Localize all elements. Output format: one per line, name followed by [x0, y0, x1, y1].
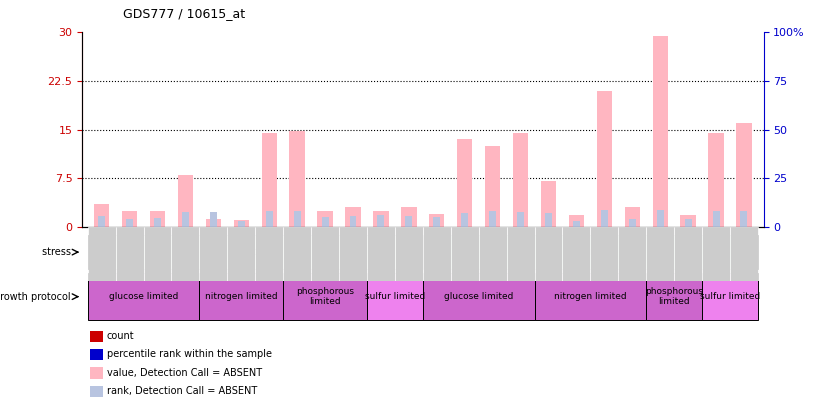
Bar — [736, 123, 752, 227]
Bar — [178, 175, 193, 227]
Bar — [646, 273, 702, 320]
Bar — [99, 216, 105, 227]
Bar — [149, 211, 165, 227]
Bar — [573, 221, 580, 227]
Bar — [255, 227, 283, 281]
Bar — [311, 227, 339, 281]
Bar — [702, 273, 758, 320]
Bar — [154, 218, 161, 227]
Text: nitrogen limited: nitrogen limited — [205, 292, 277, 301]
Text: percentile rank within the sample: percentile rank within the sample — [107, 350, 272, 359]
Text: nitrogen limited: nitrogen limited — [554, 292, 626, 301]
Text: sulfur limited: sulfur limited — [699, 292, 760, 301]
Bar — [423, 273, 534, 320]
Bar — [433, 217, 440, 227]
Bar — [200, 227, 227, 281]
Bar — [88, 227, 116, 281]
Bar — [122, 211, 137, 227]
Bar — [507, 227, 534, 281]
Bar — [423, 235, 758, 269]
Bar — [485, 146, 500, 227]
Text: glucose limited: glucose limited — [444, 292, 513, 301]
Bar — [534, 273, 646, 320]
Bar — [601, 210, 608, 227]
Bar — [367, 227, 395, 281]
Bar — [322, 217, 328, 227]
Bar — [238, 221, 245, 227]
Text: stress: stress — [42, 247, 74, 257]
Text: phosphorous
limited: phosphorous limited — [296, 287, 354, 306]
Text: sulfur limited: sulfur limited — [365, 292, 425, 301]
Bar — [200, 273, 283, 320]
Text: value, Detection Call = ABSENT: value, Detection Call = ABSENT — [107, 368, 262, 377]
Bar — [479, 227, 507, 281]
Bar — [234, 220, 249, 227]
Bar — [283, 273, 367, 320]
Bar — [262, 133, 277, 227]
Bar — [541, 181, 556, 227]
Bar — [451, 227, 479, 281]
Bar — [406, 216, 412, 227]
Bar — [283, 227, 311, 281]
Bar — [374, 211, 388, 227]
Bar — [674, 227, 702, 281]
Bar — [346, 207, 360, 227]
Bar — [741, 211, 747, 227]
Bar — [657, 210, 663, 227]
Bar — [116, 227, 144, 281]
Bar — [545, 213, 552, 227]
Bar — [562, 227, 590, 281]
Bar — [88, 235, 423, 269]
Bar — [685, 219, 691, 227]
Bar — [88, 273, 200, 320]
Bar — [227, 227, 255, 281]
Bar — [681, 215, 696, 227]
Bar — [395, 227, 423, 281]
Bar — [534, 227, 562, 281]
Text: count: count — [107, 331, 135, 341]
Bar — [367, 273, 423, 320]
Text: rank, Detection Call = ABSENT: rank, Detection Call = ABSENT — [107, 386, 257, 396]
Bar — [378, 215, 384, 227]
Bar — [625, 207, 640, 227]
Bar — [713, 211, 719, 227]
Bar — [144, 227, 172, 281]
Bar — [618, 227, 646, 281]
Bar — [210, 212, 217, 227]
Bar — [339, 227, 367, 281]
Bar — [461, 213, 468, 227]
Bar — [206, 219, 221, 227]
Bar — [730, 227, 758, 281]
Text: aerobic: aerobic — [235, 247, 276, 257]
Bar — [266, 211, 273, 227]
Bar — [318, 211, 333, 227]
Bar — [182, 212, 189, 227]
Bar — [423, 227, 451, 281]
Bar — [172, 227, 200, 281]
Bar — [702, 227, 730, 281]
Text: GDS777 / 10615_at: GDS777 / 10615_at — [123, 7, 245, 20]
Bar — [653, 36, 667, 227]
Bar — [126, 219, 133, 227]
Bar — [94, 204, 109, 227]
Bar — [513, 133, 528, 227]
Bar — [401, 207, 416, 227]
Bar — [646, 227, 674, 281]
Bar — [629, 219, 635, 227]
Bar — [489, 211, 496, 227]
Text: growth protocol: growth protocol — [0, 292, 74, 302]
Bar — [429, 214, 444, 227]
Bar — [709, 133, 724, 227]
Bar — [517, 212, 524, 227]
Bar — [294, 211, 300, 227]
Text: phosphorous
limited: phosphorous limited — [645, 287, 703, 306]
Bar — [290, 131, 305, 227]
Bar — [590, 227, 618, 281]
Bar — [569, 215, 584, 227]
Bar — [350, 216, 356, 227]
Bar — [597, 91, 612, 227]
Text: glucose limited: glucose limited — [109, 292, 178, 301]
Bar — [457, 139, 472, 227]
Text: anaerobic: anaerobic — [563, 247, 618, 257]
